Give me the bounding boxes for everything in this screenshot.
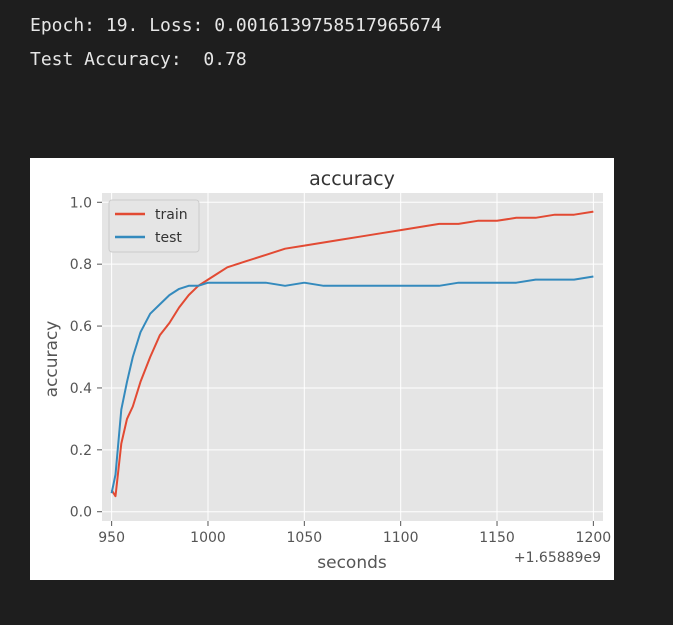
accuracy-plot-figure: 950 1000 1050 1100 1150 1200 0.0 0.2 0.4 0.6 0.8 1.…	[30, 158, 614, 580]
accuracy-chart: 950 1000 1050 1100 1150 1200 0.0 0.2 0.4 0.6 0.8 1.…	[42, 168, 611, 573]
x-axis-label: seconds	[317, 553, 387, 573]
legend: train test	[108, 199, 200, 253]
chart-title: accuracy	[309, 168, 395, 190]
tick-layer: 950 1000 1050 1100 1150 1200 0.0 0.2 0.4 0.6 0.8 1.…	[70, 195, 611, 546]
legend-label-test: test	[155, 230, 182, 246]
x-tick-label: 950	[98, 530, 125, 546]
x-tick-label: 1200	[576, 530, 612, 546]
x-tick-label: 1000	[190, 530, 226, 546]
y-tick-label: 0.6	[70, 319, 92, 335]
x-tick-label: 1100	[383, 530, 419, 546]
test-accuracy-output: Test Accuracy: 0.78	[30, 49, 247, 70]
y-tick-label: 1.0	[70, 195, 92, 211]
y-tick-label: 0.0	[70, 505, 92, 521]
grid-lines	[102, 193, 603, 521]
test-series-line	[110, 275, 594, 494]
train-series-line	[110, 210, 594, 498]
x-tick-label: 1050	[287, 530, 323, 546]
x-tick-label: 1150	[479, 530, 515, 546]
legend-label-train: train	[155, 207, 188, 223]
x-offset-label: +1.65889e9	[514, 550, 601, 566]
y-axis-label: accuracy	[42, 321, 62, 398]
y-tick-label: 0.2	[70, 443, 92, 459]
y-tick-label: 0.8	[70, 257, 92, 273]
epoch-loss-output: Epoch: 19. Loss: 0.0016139758517965674	[30, 15, 442, 36]
y-tick-label: 0.4	[70, 381, 92, 397]
series-layer	[110, 210, 594, 498]
